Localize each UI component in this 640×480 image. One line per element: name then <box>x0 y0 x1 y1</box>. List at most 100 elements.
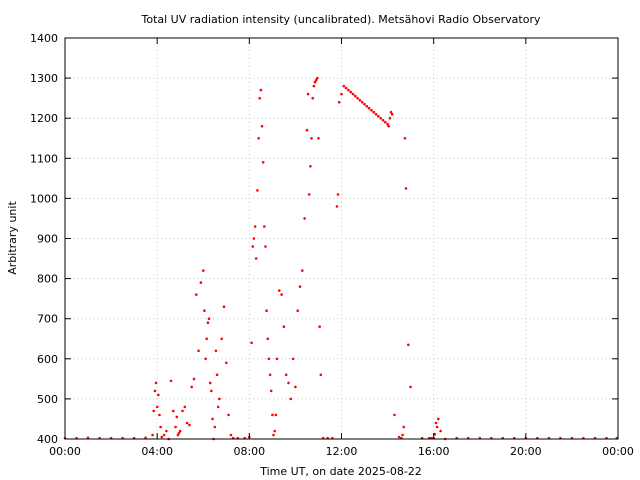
data-point <box>183 405 187 409</box>
data-point <box>205 337 208 341</box>
data-points <box>63 76 619 441</box>
data-point <box>151 433 154 437</box>
data-point <box>177 431 181 435</box>
data-point <box>260 124 264 128</box>
data-point <box>185 421 189 425</box>
data-point <box>278 289 281 292</box>
data-point <box>208 381 212 385</box>
data-point <box>284 373 288 377</box>
data-point <box>271 413 274 417</box>
data-point <box>188 423 191 427</box>
data-point <box>349 90 353 94</box>
x-tick-label: 04:00 <box>141 445 173 458</box>
y-tick-label: 400 <box>37 433 58 446</box>
data-point <box>280 293 283 296</box>
data-point <box>227 413 230 417</box>
data-point <box>316 76 319 80</box>
data-point <box>342 84 346 88</box>
data-point <box>214 349 218 353</box>
data-point <box>203 309 206 313</box>
data-point <box>144 436 147 440</box>
data-point <box>265 309 268 313</box>
data-point <box>363 102 366 106</box>
data-point <box>439 429 442 433</box>
data-point <box>347 88 350 92</box>
data-point <box>86 436 90 440</box>
data-point <box>192 377 196 381</box>
data-point <box>358 98 362 102</box>
data-point <box>269 389 273 393</box>
data-point <box>211 417 214 421</box>
data-point <box>374 112 378 116</box>
data-point <box>274 413 278 417</box>
x-tick-label: 00:00 <box>49 445 81 458</box>
data-point <box>307 193 311 196</box>
y-tick-label: 800 <box>37 273 58 286</box>
data-point <box>305 128 309 132</box>
data-point <box>218 397 221 401</box>
y-tick-label: 500 <box>37 393 58 406</box>
y-tick-label: 1000 <box>30 192 58 205</box>
data-point <box>195 293 198 296</box>
data-point <box>351 92 355 96</box>
data-point <box>340 92 343 96</box>
data-point <box>287 381 290 385</box>
data-point <box>301 269 304 272</box>
data-point <box>435 425 439 429</box>
data-point <box>389 110 393 114</box>
y-tick-label: 1200 <box>30 112 58 125</box>
data-point <box>401 433 404 437</box>
data-point <box>344 86 348 90</box>
data-point <box>314 78 318 82</box>
data-point <box>298 285 302 288</box>
data-point <box>272 433 275 437</box>
data-point <box>370 108 373 112</box>
data-point <box>311 96 315 100</box>
data-point <box>372 110 376 114</box>
data-point <box>216 405 220 409</box>
data-point <box>379 116 383 120</box>
data-point <box>267 357 271 361</box>
x-tick-label: 16:00 <box>418 445 450 458</box>
data-point <box>390 112 394 116</box>
y-tick-labels: 400 500 600 700 800 900 1000 1100 1200 1300 1400 <box>30 32 58 446</box>
axis-ticks <box>64 37 619 440</box>
data-point <box>365 104 369 108</box>
data-point <box>268 373 272 377</box>
data-point <box>407 343 410 347</box>
chart-title: Total UV radiation intensity (uncalibrat… <box>141 13 541 26</box>
data-point <box>220 337 223 341</box>
data-point <box>162 433 166 437</box>
data-point <box>206 321 210 325</box>
y-tick-label: 600 <box>37 353 58 366</box>
data-point <box>377 114 380 118</box>
data-point <box>303 217 306 220</box>
data-point <box>229 433 233 437</box>
data-point <box>291 357 295 361</box>
data-point <box>318 325 321 329</box>
data-point <box>337 100 341 104</box>
data-point <box>222 305 226 309</box>
y-tick-label: 700 <box>37 313 58 326</box>
data-point <box>213 425 217 429</box>
data-point <box>152 409 155 413</box>
data-point <box>175 415 179 419</box>
data-point <box>306 92 310 96</box>
data-point <box>155 405 159 409</box>
data-point <box>313 80 317 84</box>
data-point <box>317 137 320 140</box>
data-point <box>257 137 260 140</box>
data-point <box>310 137 313 140</box>
data-point <box>252 237 256 240</box>
data-point <box>397 435 401 439</box>
data-point <box>403 137 407 140</box>
x-tick-labels: 00:00 04:00 08:00 12:00 16:00 20:00 00:00 <box>49 445 634 458</box>
data-point <box>336 193 340 196</box>
data-point <box>169 379 173 383</box>
data-point <box>360 100 364 104</box>
data-point <box>225 361 228 365</box>
x-tick-label: 00:00 <box>602 445 634 458</box>
y-tick-label: 1400 <box>30 32 58 45</box>
data-point <box>354 94 357 98</box>
data-point <box>157 393 160 397</box>
